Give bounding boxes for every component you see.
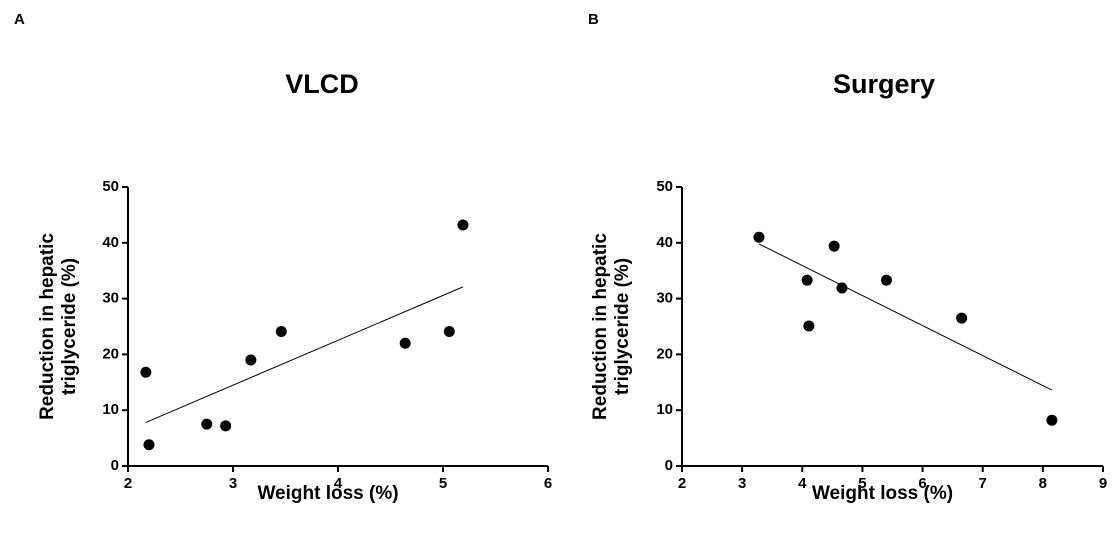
y-tick-label: 50: [102, 178, 119, 195]
data-point: [836, 282, 848, 294]
trend-line: [758, 243, 1053, 391]
data-point: [245, 354, 257, 366]
y-tick-label: 0: [665, 457, 673, 474]
x-tick-label: 6: [544, 475, 552, 492]
chart-title: VLCD: [285, 69, 359, 99]
panel-label: B: [588, 11, 599, 28]
data-point: [275, 326, 287, 338]
data-point: [801, 274, 813, 286]
x-axis-label: Weight loss (%): [812, 483, 953, 504]
y-tick-label: 0: [111, 457, 119, 474]
data-point: [140, 366, 152, 378]
y-axis-label: triglyceride (%): [59, 258, 80, 395]
x-tick-label: 7: [979, 475, 987, 492]
x-tick-label: 3: [229, 475, 237, 492]
x-tick-label: 4: [334, 475, 343, 492]
data-point: [880, 274, 892, 286]
x-tick-label: 3: [738, 475, 746, 492]
data-point: [803, 320, 815, 332]
y-tick-label: 40: [102, 234, 119, 251]
y-axis-label: Reduction in hepatic: [590, 233, 611, 420]
x-tick-label: 9: [1099, 475, 1107, 492]
y-tick-label: 10: [656, 401, 673, 418]
panel-label: A: [14, 11, 25, 28]
x-tick-label: 4: [798, 475, 807, 492]
data-point: [828, 240, 840, 252]
x-tick-label: 8: [1039, 475, 1047, 492]
data-point: [956, 312, 968, 324]
data-point: [201, 418, 213, 430]
data-point: [220, 420, 232, 432]
y-tick-label: 30: [102, 290, 119, 307]
y-tick-label: 20: [656, 345, 673, 362]
chart-title: Surgery: [833, 69, 935, 99]
trend-line: [145, 286, 464, 423]
data-point: [457, 219, 469, 231]
data-point: [753, 231, 765, 243]
y-tick-label: 10: [102, 401, 119, 418]
y-tick-label: 40: [656, 234, 673, 251]
x-tick-label: 2: [124, 475, 132, 492]
x-tick-label: 5: [439, 475, 447, 492]
x-tick-label: 6: [918, 475, 926, 492]
x-tick-label: 2: [678, 475, 686, 492]
y-axis-label: triglyceride (%): [612, 258, 633, 395]
y-tick-label: 20: [102, 345, 119, 362]
x-tick-label: 5: [858, 475, 866, 492]
x-axis-label: Weight loss (%): [257, 483, 398, 504]
y-axis-label: Reduction in hepatic: [37, 233, 58, 420]
y-tick-label: 30: [656, 290, 673, 307]
data-point: [1046, 414, 1058, 426]
data-point: [399, 337, 411, 349]
data-point: [443, 326, 455, 338]
y-tick-label: 50: [656, 178, 673, 195]
data-point: [143, 439, 155, 451]
